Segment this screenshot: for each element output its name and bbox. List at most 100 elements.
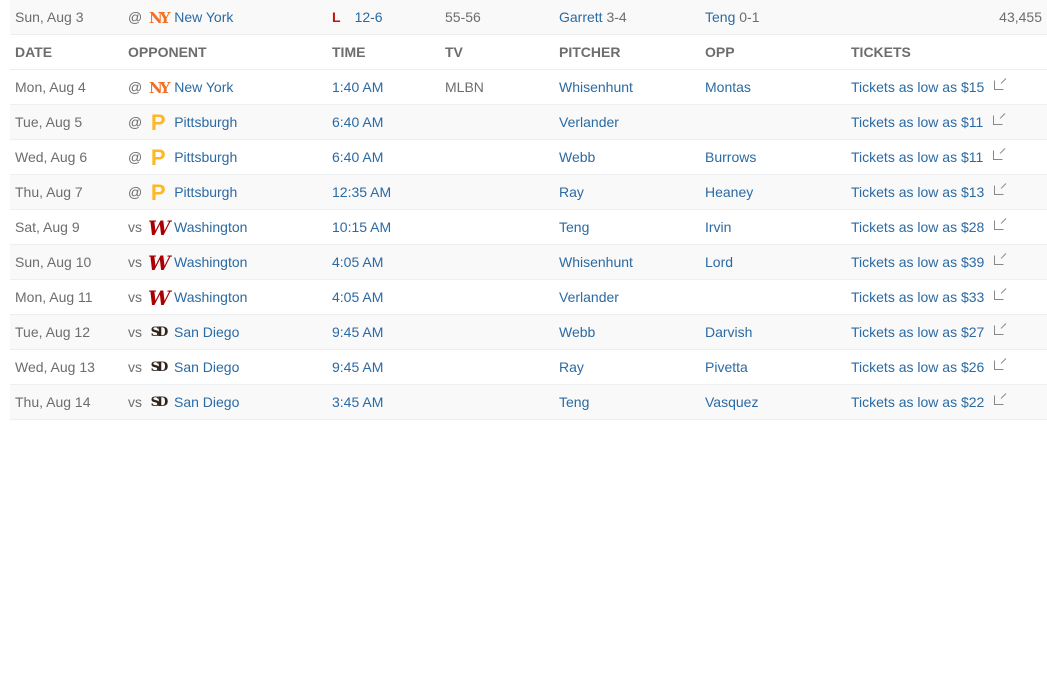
pitcher-link[interactable]: Teng xyxy=(559,219,590,235)
game-time-link[interactable]: 4:05 AM xyxy=(332,254,384,270)
tickets-link[interactable]: Tickets as low as $33 xyxy=(851,289,985,305)
tickets-cell: Tickets as low as $13 xyxy=(851,175,1005,209)
pirates-logo-icon: P xyxy=(150,180,166,206)
tickets-link[interactable]: Tickets as low as $11 xyxy=(851,149,984,165)
tickets-cell: Tickets as low as $11 xyxy=(851,105,1004,139)
external-link-icon[interactable] xyxy=(993,150,1004,160)
opponent-link[interactable]: Washington xyxy=(174,254,248,270)
pitcher-link[interactable]: Webb xyxy=(559,149,596,165)
table-row: Mon, Aug 11 vs W Washington 4:05 AM Verlan… xyxy=(10,280,1047,315)
pirates-logo-icon: P xyxy=(150,110,166,136)
opp-pitcher-link[interactable]: Pivetta xyxy=(705,359,748,375)
tickets-cell: Tickets as low as $11 xyxy=(851,140,1004,174)
external-link-icon[interactable] xyxy=(994,185,1005,195)
header-pitcher: PITCHER xyxy=(559,44,621,60)
table-row: Wed, Aug 13 vs SD San Diego 9:45 AM Ray Pi… xyxy=(10,350,1047,385)
result-badge: L xyxy=(332,9,341,25)
external-link-icon[interactable] xyxy=(994,395,1005,405)
schedule-table: Sun, Aug 3 @ NY New York L 12-6 55-56 Garre… xyxy=(10,0,1047,420)
opp-pitcher-link[interactable]: Heaney xyxy=(705,184,754,200)
opponent-link[interactable]: Washington xyxy=(174,289,248,305)
tickets-link[interactable]: Tickets as low as $13 xyxy=(851,184,985,200)
home-away: @ xyxy=(128,184,143,200)
loss-record: 0-1 xyxy=(739,9,760,25)
opponent-link[interactable]: Washington xyxy=(174,219,248,235)
external-link-icon[interactable] xyxy=(994,255,1005,265)
opponent-link[interactable]: Pittsburgh xyxy=(174,184,238,200)
attendance: 43,455 xyxy=(999,9,1042,25)
header-opp: OPP xyxy=(705,44,735,60)
tickets-link[interactable]: Tickets as low as $28 xyxy=(851,219,985,235)
game-time-link[interactable]: 12:35 AM xyxy=(332,184,392,200)
tickets-cell: Tickets as low as $22 xyxy=(851,385,1005,419)
pitcher-link[interactable]: Whisenhunt xyxy=(559,254,633,270)
opp-pitcher-link[interactable]: Montas xyxy=(705,79,751,95)
header-date: DATE xyxy=(15,44,53,60)
loss-pitcher-link[interactable]: Teng xyxy=(705,9,736,25)
tv-network: MLBN xyxy=(445,79,484,95)
table-row: Sun, Aug 10 vs W Washington 4:05 AM Whisen… xyxy=(10,245,1047,280)
game-time-link[interactable]: 4:05 AM xyxy=(332,289,384,305)
opponent-link[interactable]: San Diego xyxy=(174,324,240,340)
game-time-link[interactable]: 10:15 AM xyxy=(332,219,392,235)
game-time-link[interactable]: 1:40 AM xyxy=(332,79,384,95)
game-time-link[interactable]: 9:45 AM xyxy=(332,359,384,375)
home-away: vs xyxy=(128,394,142,410)
result-cell: L 12-6 xyxy=(332,0,383,34)
pitcher-link[interactable]: Webb xyxy=(559,324,596,340)
mets-logo-icon: NY xyxy=(149,9,170,28)
padres-logo-icon: SD xyxy=(150,360,169,376)
opp-pitcher-link[interactable]: Irvin xyxy=(705,219,732,235)
nationals-logo-icon: W xyxy=(148,216,171,241)
external-link-icon[interactable] xyxy=(994,360,1005,370)
tickets-link[interactable]: Tickets as low as $26 xyxy=(851,359,985,375)
opponent-link[interactable]: New York xyxy=(174,9,234,25)
score-link[interactable]: 12-6 xyxy=(354,9,383,25)
game-time-link[interactable]: 6:40 AM xyxy=(332,114,384,130)
win-pitcher-cell: Garrett 3-4 xyxy=(559,0,627,34)
tickets-cell: Tickets as low as $15 xyxy=(851,70,1005,104)
home-away: @ xyxy=(128,9,143,25)
tickets-link[interactable]: Tickets as low as $27 xyxy=(851,324,985,340)
external-link-icon[interactable] xyxy=(994,290,1005,300)
game-time-link[interactable]: 3:45 AM xyxy=(332,394,384,410)
pitcher-link[interactable]: Teng xyxy=(559,394,590,410)
external-link-icon[interactable] xyxy=(994,220,1005,230)
pitcher-link[interactable]: Ray xyxy=(559,359,584,375)
tickets-link[interactable]: Tickets as low as $39 xyxy=(851,254,985,270)
external-link-icon[interactable] xyxy=(994,80,1005,90)
opp-pitcher-link[interactable]: Burrows xyxy=(705,149,757,165)
table-row: Mon, Aug 4 @ NY New York 1:40 AM MLBN Whis… xyxy=(10,70,1047,105)
opponent-link[interactable]: San Diego xyxy=(174,359,240,375)
game-date: Sun, Aug 10 xyxy=(15,254,92,270)
home-away: vs xyxy=(128,289,142,305)
tickets-link[interactable]: Tickets as low as $22 xyxy=(851,394,985,410)
pitcher-link[interactable]: Verlander xyxy=(559,289,619,305)
opponent-link[interactable]: Pittsburgh xyxy=(174,149,238,165)
opp-pitcher-link[interactable]: Darvish xyxy=(705,324,753,340)
external-link-icon[interactable] xyxy=(994,325,1005,335)
opponent-link[interactable]: Pittsburgh xyxy=(174,114,238,130)
game-time-link[interactable]: 9:45 AM xyxy=(332,324,384,340)
tickets-cell: Tickets as low as $28 xyxy=(851,210,1005,244)
record: 55-56 xyxy=(445,9,481,25)
opponent-link[interactable]: San Diego xyxy=(174,394,240,410)
tickets-link[interactable]: Tickets as low as $15 xyxy=(851,79,985,95)
game-date: Mon, Aug 11 xyxy=(15,289,93,305)
opponent-link[interactable]: New York xyxy=(174,79,234,95)
game-time-link[interactable]: 6:40 AM xyxy=(332,149,384,165)
table-row: Thu, Aug 14 vs SD San Diego 3:45 AM Teng V… xyxy=(10,385,1047,420)
header-opponent: OPPONENT xyxy=(128,44,207,60)
pitcher-link[interactable]: Verlander xyxy=(559,114,619,130)
tickets-link[interactable]: Tickets as low as $11 xyxy=(851,114,984,130)
pitcher-link[interactable]: Whisenhunt xyxy=(559,79,633,95)
home-away: vs xyxy=(128,324,142,340)
tickets-cell: Tickets as low as $27 xyxy=(851,315,1005,349)
opp-pitcher-link[interactable]: Vasquez xyxy=(705,394,759,410)
pitcher-link[interactable]: Ray xyxy=(559,184,584,200)
external-link-icon[interactable] xyxy=(993,115,1004,125)
nationals-logo-icon: W xyxy=(148,251,171,276)
opp-pitcher-link[interactable]: Lord xyxy=(705,254,734,270)
win-pitcher-link[interactable]: Garrett xyxy=(559,9,603,25)
tickets-cell: Tickets as low as $26 xyxy=(851,350,1005,384)
